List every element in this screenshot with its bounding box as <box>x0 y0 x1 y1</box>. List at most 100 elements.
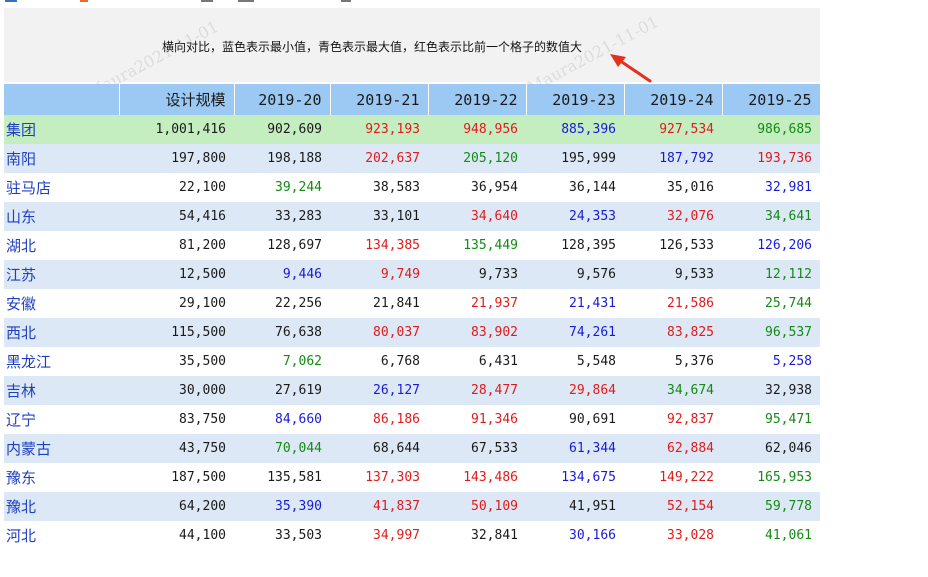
value-cell: 24,353 <box>569 209 616 224</box>
region-name-cell: 黑龙江 <box>6 353 52 371</box>
value-cell: 21,937 <box>471 296 518 311</box>
value-cell: 9,576 <box>576 267 616 282</box>
design-capacity-cell: 35,500 <box>179 354 226 369</box>
value-cell: 29,864 <box>569 383 616 398</box>
table-row: 湖北 81,200 128,697 134,385 135,449 128,395 126,… <box>4 231 820 260</box>
region-name-cell: 山东 <box>6 208 37 226</box>
design-capacity-cell: 44,100 <box>179 528 226 543</box>
value-cell: 90,691 <box>569 412 616 427</box>
value-cell: 193,736 <box>757 151 812 166</box>
region-name-cell: 河北 <box>6 527 37 545</box>
value-cell: 95,471 <box>765 412 812 427</box>
region-name-cell: 豫北 <box>6 498 37 516</box>
design-capacity-cell: 187,500 <box>171 470 226 485</box>
value-cell: 923,193 <box>365 122 420 137</box>
value-cell: 96,537 <box>765 325 812 340</box>
value-cell: 34,641 <box>765 209 812 224</box>
region-name-cell: 辽宁 <box>6 411 37 429</box>
value-cell: 36,144 <box>569 180 616 195</box>
value-cell: 35,016 <box>667 180 714 195</box>
value-cell: 39,244 <box>275 180 322 195</box>
design-capacity-cell: 54,416 <box>179 209 226 224</box>
value-cell: 134,385 <box>365 238 420 253</box>
value-cell: 83,902 <box>471 325 518 340</box>
value-cell: 32,981 <box>765 180 812 195</box>
value-cell: 22,256 <box>275 296 322 311</box>
value-cell: 70,044 <box>275 441 322 456</box>
table-row: 安徽 29,100 22,256 21,841 21,937 21,431 21,586 25… <box>4 289 820 318</box>
value-cell: 59,778 <box>765 499 812 514</box>
value-cell: 137,303 <box>365 470 420 485</box>
value-cell: 91,346 <box>471 412 518 427</box>
value-cell: 21,431 <box>569 296 616 311</box>
column-header: 2019-21 <box>330 84 429 115</box>
value-cell: 6,768 <box>380 354 420 369</box>
value-cell: 32,938 <box>765 383 812 398</box>
value-cell: 33,503 <box>275 528 322 543</box>
table-row: 辽宁 83,750 84,660 86,186 91,346 90,691 92,837 95… <box>4 405 820 434</box>
value-cell: 5,258 <box>772 354 812 369</box>
design-capacity-cell: 43,750 <box>179 441 226 456</box>
value-cell: 135,449 <box>463 238 518 253</box>
design-capacity-cell: 30,000 <box>179 383 226 398</box>
toolbar-icon-fragment <box>5 0 17 2</box>
value-cell: 50,109 <box>471 499 518 514</box>
value-cell: 27,619 <box>275 383 322 398</box>
table-row: 黑龙江 35,500 7,062 6,768 6,431 5,548 5,376 5,258 <box>4 347 820 376</box>
value-cell: 41,951 <box>569 499 616 514</box>
color-legend-note: 横向对比，蓝色表示最小值，青色表示最大值，红色表示比前一个格子的数值大 <box>162 40 583 54</box>
table-row: 江苏 12,500 9,446 9,749 9,733 9,576 9,533 12,112 <box>4 260 820 289</box>
value-cell: 9,749 <box>380 267 420 282</box>
column-header <box>4 84 120 115</box>
value-cell: 9,446 <box>282 267 322 282</box>
table-row: 河北 44,100 33,503 34,997 32,841 30,166 33,028 41… <box>4 521 820 550</box>
value-cell: 25,744 <box>765 296 812 311</box>
region-name-cell: 湖北 <box>6 237 37 255</box>
value-cell: 28,477 <box>471 383 518 398</box>
value-cell: 32,841 <box>471 528 518 543</box>
value-cell: 92,837 <box>667 412 714 427</box>
value-cell: 21,841 <box>373 296 420 311</box>
region-name-cell: 吉林 <box>6 382 37 400</box>
table-row: 西北 115,500 76,638 80,037 83,902 74,261 83,825 9… <box>4 318 820 347</box>
table-body: 集团 1,001,416 902,609 923,193 948,956 885,396 9… <box>4 115 820 550</box>
table-header-row: 设计规模 2019-20 2019-21 2019-22 2019-23 201… <box>4 84 821 115</box>
region-name-cell: 西北 <box>6 324 37 342</box>
value-cell: 202,637 <box>365 151 420 166</box>
value-cell: 61,344 <box>569 441 616 456</box>
comparison-table: 设计规模 2019-20 2019-21 2019-22 2019-23 201… <box>4 84 821 550</box>
value-cell: 134,675 <box>561 470 616 485</box>
value-cell: 30,166 <box>569 528 616 543</box>
value-cell: 902,609 <box>267 122 322 137</box>
value-cell: 6,431 <box>478 354 518 369</box>
value-cell: 83,825 <box>667 325 714 340</box>
design-capacity-cell: 81,200 <box>179 238 226 253</box>
design-capacity-cell: 197,800 <box>171 151 226 166</box>
value-cell: 32,076 <box>667 209 714 224</box>
value-cell: 195,999 <box>561 151 616 166</box>
value-cell: 12,112 <box>765 267 812 282</box>
design-capacity-cell: 1,001,416 <box>155 122 226 137</box>
column-header: 2019-25 <box>722 84 821 115</box>
value-cell: 34,997 <box>373 528 420 543</box>
column-header-design-capacity: 设计规模 <box>119 84 235 115</box>
value-cell: 80,037 <box>373 325 420 340</box>
value-cell: 948,956 <box>463 122 518 137</box>
value-cell: 187,792 <box>659 151 714 166</box>
value-cell: 26,127 <box>373 383 420 398</box>
value-cell: 165,953 <box>757 470 812 485</box>
value-cell: 41,837 <box>373 499 420 514</box>
value-cell: 68,644 <box>373 441 420 456</box>
top-toolbar-fragment <box>0 0 928 8</box>
value-cell: 35,390 <box>275 499 322 514</box>
value-cell: 86,186 <box>373 412 420 427</box>
value-cell: 135,581 <box>267 470 322 485</box>
value-cell: 21,586 <box>667 296 714 311</box>
table-row: 驻马店 22,100 39,244 38,583 36,954 36,144 35,016 3… <box>4 173 820 202</box>
value-cell: 7,062 <box>282 354 322 369</box>
value-cell: 205,120 <box>463 151 518 166</box>
value-cell: 62,884 <box>667 441 714 456</box>
design-capacity-cell: 83,750 <box>179 412 226 427</box>
region-name-cell: 南阳 <box>6 150 37 168</box>
column-header: 2019-22 <box>428 84 527 115</box>
